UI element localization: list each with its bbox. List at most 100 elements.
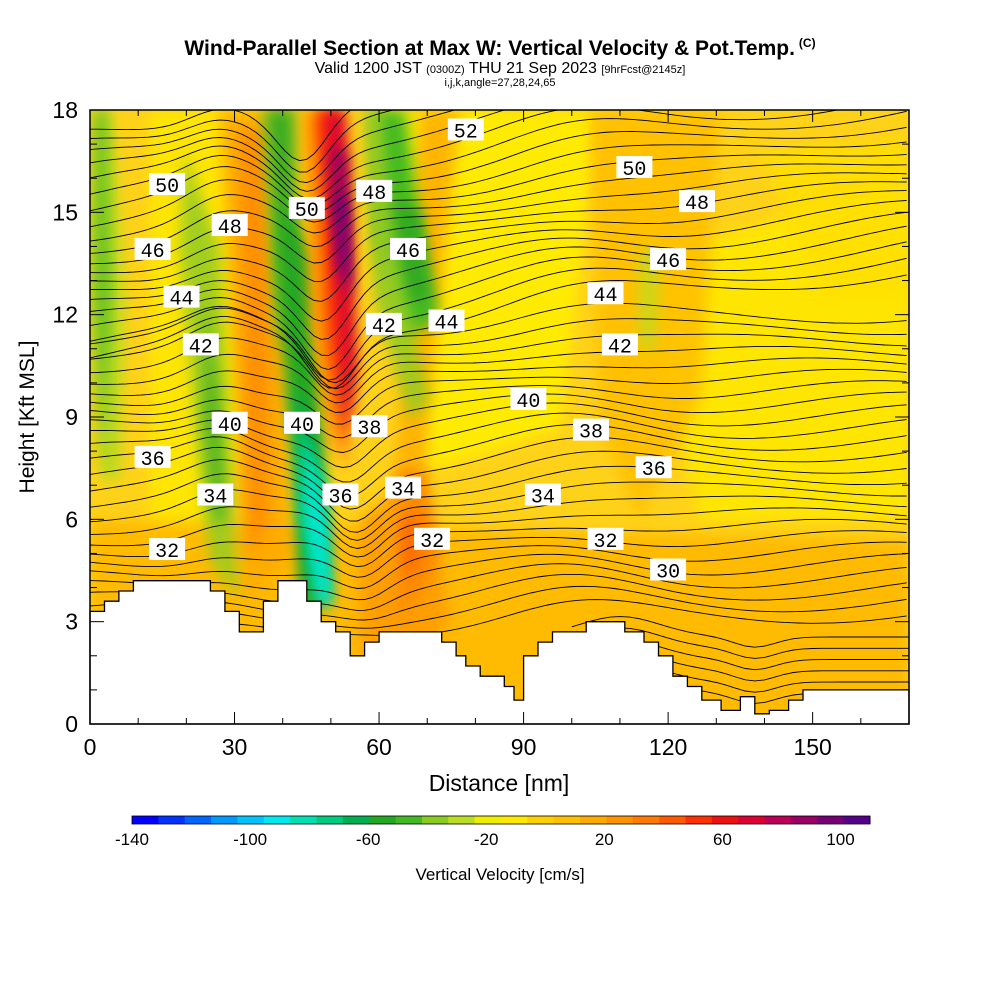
contour-label-text: 52: [454, 122, 478, 145]
contour-label-box: [288, 196, 325, 219]
contour-labels: 52 50 50 50 48 48 48 46 46 46 44 44 44 42 42 42 40 40 40 38…: [134, 118, 715, 585]
y-tick-label: 6: [65, 506, 78, 532]
contour-label-box: [197, 483, 234, 506]
isentrope-line: [90, 518, 907, 568]
contour-label-text: 32: [593, 531, 617, 554]
isentrope-line: [90, 126, 907, 214]
contour-label: 34: [385, 476, 422, 503]
contour-label-box: [211, 214, 248, 236]
y-tick-label: 3: [65, 609, 78, 635]
field-band: [760, 140, 909, 300]
colorbar-swatch: [448, 816, 476, 824]
x-tick-label: 90: [511, 734, 537, 760]
contour-label-box: [322, 483, 359, 506]
contour-label: 42: [365, 312, 402, 339]
colorbar-swatch: [527, 816, 555, 824]
field-band: [640, 250, 660, 350]
contour-label-box: [587, 282, 624, 305]
isentrope-lines: [90, 110, 909, 704]
contour-label-box: [601, 333, 638, 356]
isentrope-line: [90, 507, 907, 558]
x-axis-label: Distance [nm]: [429, 770, 570, 796]
contour-label: 50: [149, 173, 186, 199]
isentrope-line: [90, 357, 907, 413]
colorbar-swatch: [501, 816, 528, 824]
colorbar-swatch: [158, 816, 186, 824]
contour-label: 34: [524, 483, 561, 510]
contour-label-box: [351, 415, 388, 438]
isentrope-line: [90, 541, 907, 589]
colorbar-swatch: [632, 816, 660, 824]
y-tick-label: 0: [65, 711, 78, 737]
contour-label-text: 44: [169, 289, 193, 312]
contour-label-box: [650, 558, 687, 581]
colorbar-swatch: [237, 816, 265, 824]
contour-label-text: 38: [357, 418, 381, 441]
contour-label-box: [149, 538, 186, 560]
x-tick-label: 120: [649, 734, 687, 760]
contour-label-box: [284, 411, 320, 434]
field-band: [334, 190, 348, 280]
contour-label: 50: [616, 156, 653, 182]
contour-label-text: 42: [608, 336, 632, 359]
colorbar-swatch: [553, 816, 581, 824]
colorbar: -140 -100 -60 -20 20 60 100: [115, 815, 871, 849]
subtitle-utc: (0300Z): [426, 64, 465, 76]
contour-label-box: [390, 237, 426, 260]
contour-label: 50: [288, 196, 325, 223]
contour-label-text: 30: [656, 562, 680, 585]
contour-label: 42: [182, 333, 219, 359]
subtitle-forecast: [9hrFcst@2145z]: [601, 64, 686, 76]
contour-label-box: [447, 118, 484, 141]
contour-label-box: [149, 173, 186, 195]
contour-label-text: 42: [189, 336, 213, 359]
contour-label-box: [211, 411, 248, 434]
colorbar-swatch: [263, 816, 291, 824]
contour-label-text: 36: [141, 449, 165, 472]
y-axis-label: Height [Kft MSL]: [16, 341, 39, 494]
chart-subtitle-indices: i,j,k,angle=27,28,24,65: [444, 77, 556, 89]
contour-label-box: [635, 456, 672, 479]
isentrope-line: [90, 163, 907, 254]
contour-label-box: [428, 309, 465, 332]
contour-label-text: 50: [155, 176, 179, 199]
contour-label: 40: [211, 411, 248, 438]
isentrope-line: [90, 211, 907, 340]
isentrope-line: [90, 563, 907, 611]
chart-title: Wind-Parallel Section at Max W: Vertical…: [0, 36, 1000, 61]
contour-label-text: 34: [203, 487, 227, 510]
colorbar-swatch: [342, 816, 370, 824]
field-band: [305, 470, 330, 610]
colorbar-tick-label: -140: [115, 830, 149, 849]
isentrope-line: [90, 573, 907, 621]
contour-label: 30: [650, 558, 687, 585]
isentrope-line: [90, 181, 907, 282]
isentrope-line: [90, 110, 395, 173]
contour-label: 52: [447, 118, 484, 145]
y-tick-label: 9: [65, 404, 78, 430]
contour-label-box: [163, 285, 200, 308]
isentrope-line: [90, 302, 907, 384]
colorbar-swatch: [369, 816, 397, 824]
colorbar-swatch: [790, 816, 818, 824]
isentrope-line-low: [571, 616, 909, 648]
isentrope-line: [90, 318, 907, 390]
colorbar-swatch: [211, 816, 238, 824]
isentrope-line: [90, 380, 907, 439]
contour-label: 34: [197, 483, 234, 510]
colorbar-swatch: [316, 816, 344, 824]
y-tick-label: 12: [52, 302, 78, 328]
colorbar-swatch: [843, 816, 871, 824]
y-tick-label: 18: [52, 97, 78, 123]
isentrope-line: [90, 110, 456, 184]
contour-label-box: [510, 387, 547, 410]
contour-label-text: 50: [295, 200, 319, 223]
chart-subtitle: Valid 1200 JST (0300Z) THU 21 Sep 2023 […: [0, 60, 1000, 78]
contour-label-text: 40: [218, 415, 242, 438]
x-tick-label: 30: [222, 734, 248, 760]
contour-label-box: [365, 312, 402, 335]
contour-label: 32: [587, 527, 624, 554]
contour-label-text: 46: [396, 241, 420, 264]
contour-label-box: [573, 418, 609, 441]
